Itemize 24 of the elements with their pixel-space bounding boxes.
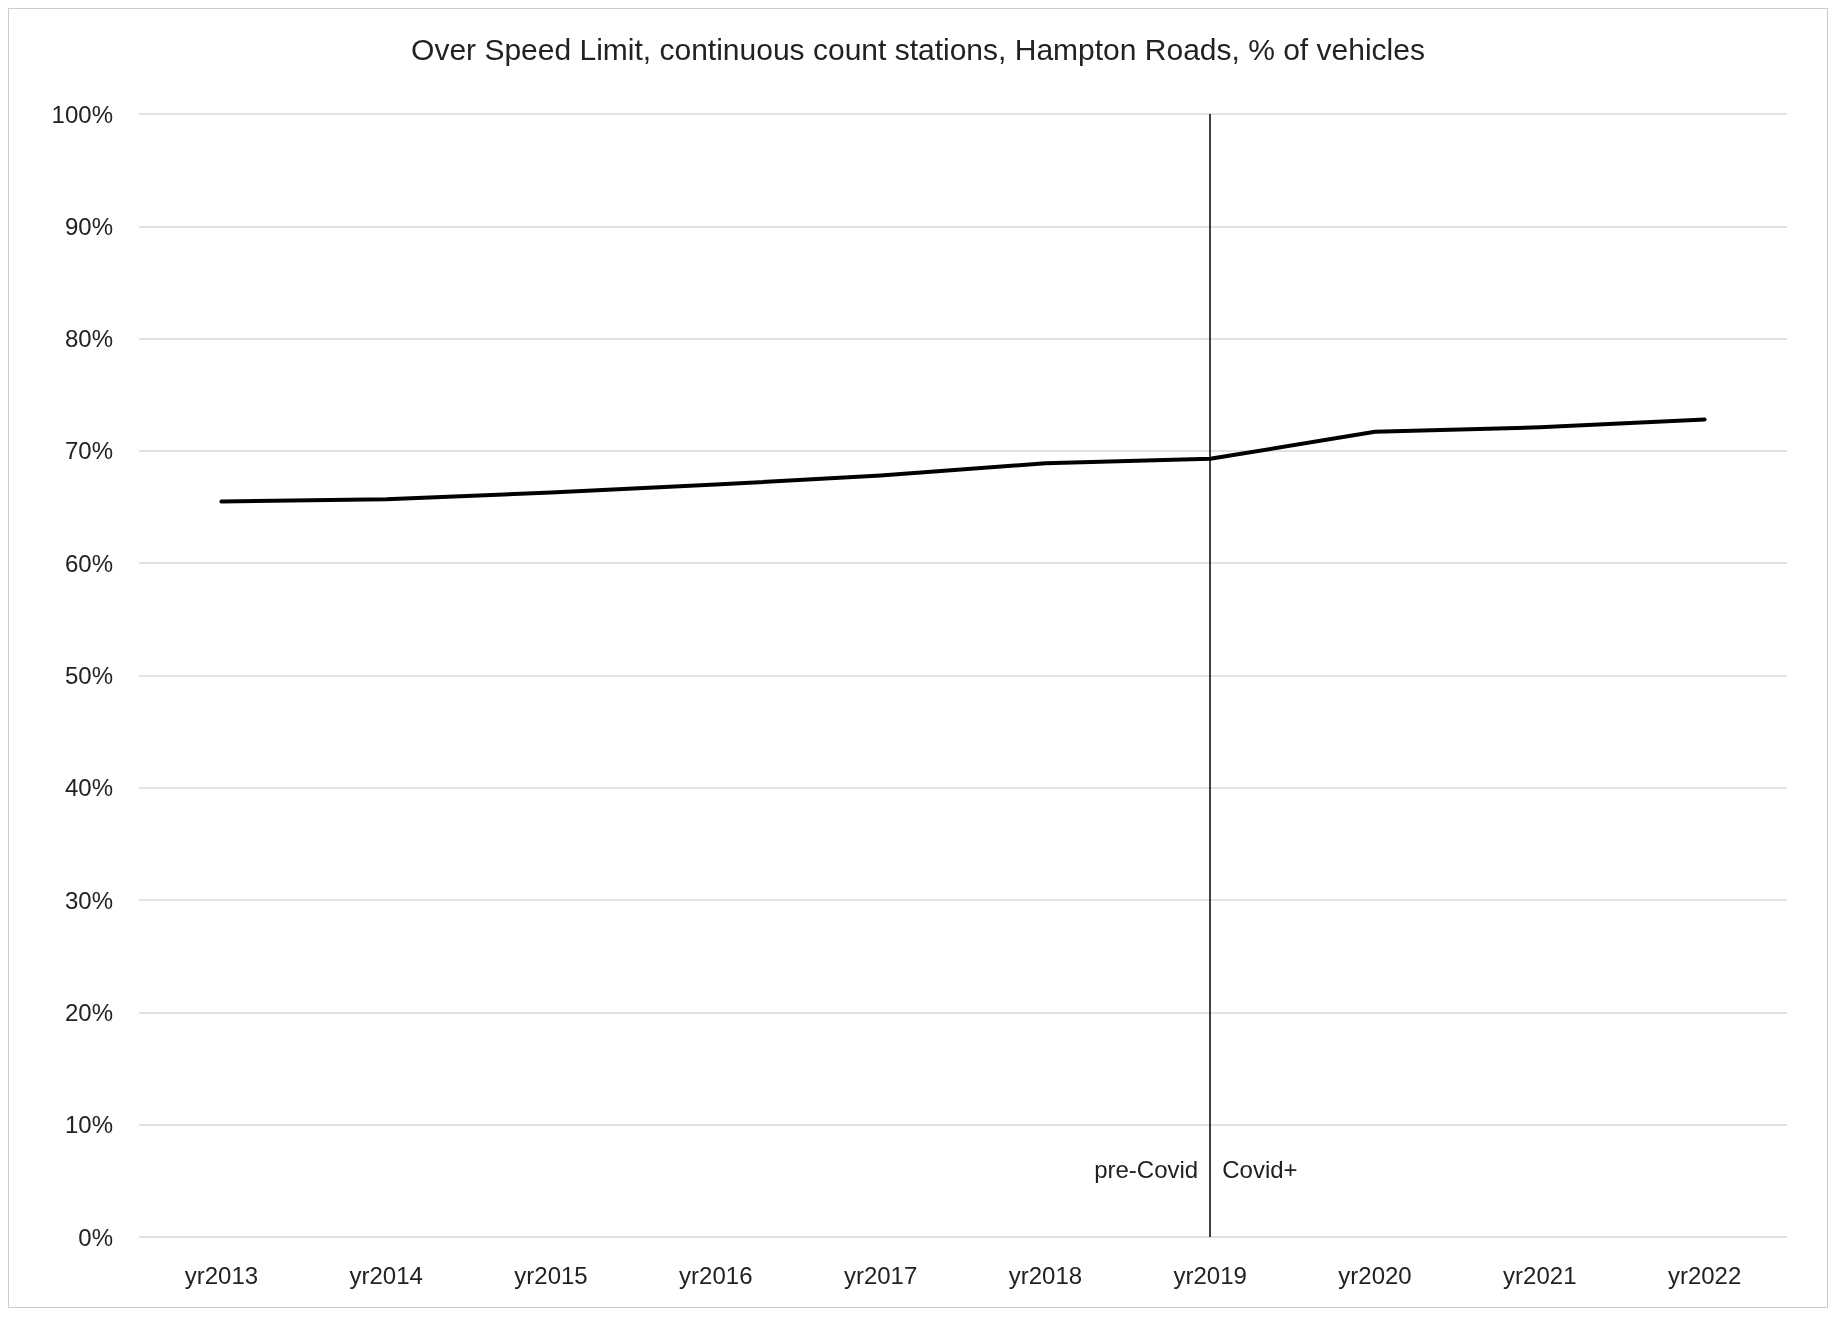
chart-title: Over Speed Limit, continuous count stations, Hampton Roads, % of vehicles <box>411 32 1425 66</box>
y-tick-label: 60% <box>64 549 113 577</box>
annotation: Covid+ <box>1222 1156 1298 1184</box>
y-tick-label: 70% <box>64 437 113 465</box>
x-tick-label: yr2013 <box>184 1261 259 1289</box>
y-tick-label: 20% <box>64 998 113 1026</box>
x-tick-label: yr2021 <box>1503 1261 1577 1289</box>
y-tick-label: 90% <box>64 212 113 240</box>
x-tick-label: yr2017 <box>843 1261 918 1289</box>
y-tick-label: 80% <box>64 325 113 353</box>
y-tick-label: 100% <box>51 100 113 128</box>
x-tick-label: yr2015 <box>514 1261 588 1289</box>
x-tick-label: yr2022 <box>1667 1261 1742 1289</box>
x-tick-label: yr2016 <box>679 1261 753 1289</box>
y-tick-label: 30% <box>64 886 113 914</box>
y-tick-label: 10% <box>64 1111 113 1139</box>
x-tick-label: yr2018 <box>1008 1261 1083 1289</box>
x-tick-label: yr2020 <box>1338 1261 1412 1289</box>
annotation: pre-Covid <box>1094 1156 1199 1184</box>
y-tick-label: 0% <box>78 1223 113 1251</box>
x-tick-label: yr2019 <box>1173 1261 1247 1289</box>
y-tick-label: 40% <box>64 774 113 802</box>
x-tick-label: yr2014 <box>349 1261 423 1289</box>
y-tick-label: 50% <box>64 662 113 689</box>
